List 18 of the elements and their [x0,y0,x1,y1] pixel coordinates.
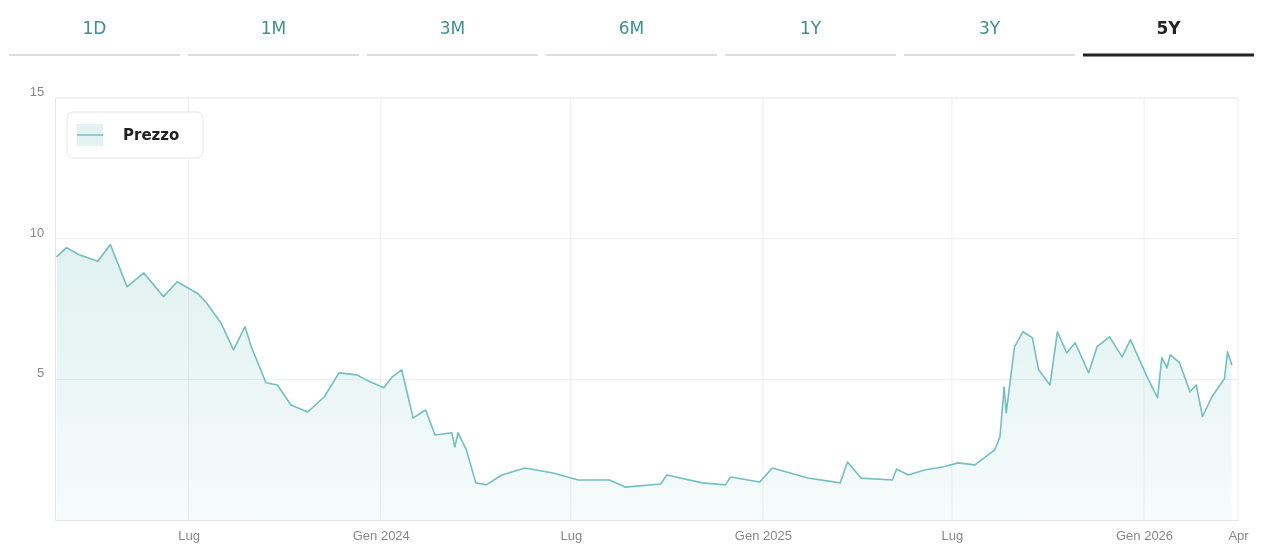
y-tick-label: 5 [36,365,45,381]
text: 3M [439,18,466,38]
text: 6M [618,18,645,38]
x-tick-label: Gen 2024 [352,527,410,543]
x-tick-label: Lug [560,527,583,543]
x-tick-label: Lug [941,527,964,543]
x-tick-label: Apr [1228,527,1250,543]
legend-label: Prezzo [123,126,180,144]
text: 1Y [799,18,822,38]
y-tick-label: 10 [29,224,45,240]
text: 1M [260,18,287,38]
text: 3Y [978,18,1001,38]
x-tick-label: Gen 2026 [1115,527,1174,543]
text: 5Y [1156,18,1182,38]
x-tick-label: Gen 2025 [734,527,792,543]
x-tick-label: Lug [178,527,200,543]
y-tick-label: 15 [29,83,45,99]
text: 1D [82,18,107,38]
